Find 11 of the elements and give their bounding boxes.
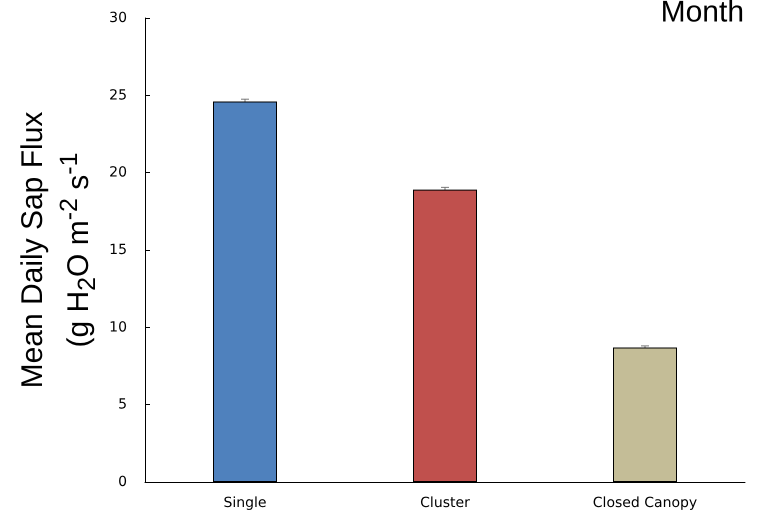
chart-title: Month	[660, 0, 744, 28]
y-tick-label: 0	[118, 474, 127, 490]
y-tick-label: 10	[109, 319, 127, 336]
x-tick-label: Closed Canopy	[592, 495, 698, 511]
y-tick-label: 25	[109, 87, 127, 104]
y-tick-label: 15	[109, 242, 127, 258]
y-tick-label: 20	[109, 164, 127, 181]
x-tick-label: Single	[223, 495, 267, 511]
x-tick-label: Cluster	[420, 495, 470, 511]
y-tick-label: 30	[109, 10, 127, 26]
y-tick-label: 5	[118, 396, 127, 413]
